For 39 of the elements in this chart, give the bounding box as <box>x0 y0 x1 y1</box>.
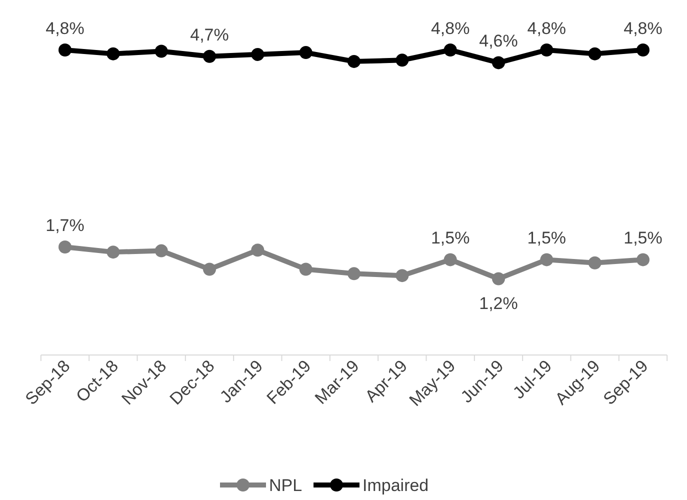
data-label: 1,7% <box>46 216 84 235</box>
point <box>588 256 602 270</box>
point <box>203 262 216 276</box>
point <box>492 56 505 70</box>
point <box>154 44 168 58</box>
point <box>444 44 457 56</box>
point <box>58 44 72 56</box>
data-label: 1,5% <box>430 228 470 248</box>
point <box>154 244 168 258</box>
point <box>251 244 264 257</box>
point <box>106 47 120 60</box>
data-label: 4,6% <box>479 32 518 51</box>
point <box>203 50 216 63</box>
point <box>540 253 554 266</box>
legend-label: NPL <box>269 476 302 495</box>
point <box>348 267 360 280</box>
point <box>106 246 120 259</box>
data-label: 4,8% <box>624 19 662 38</box>
data-label: 4,8% <box>46 19 84 38</box>
legend-label: Impaired <box>362 476 429 495</box>
point <box>299 46 312 60</box>
data-label: 1,2% <box>479 294 518 313</box>
data-label: 4,8% <box>430 19 470 38</box>
point <box>348 54 360 68</box>
point <box>58 240 72 254</box>
data-label: 1,5% <box>624 228 662 248</box>
point <box>396 269 409 282</box>
point <box>396 54 409 67</box>
point <box>251 48 264 61</box>
point <box>588 47 602 60</box>
point <box>444 253 457 266</box>
point <box>636 44 650 56</box>
point <box>299 262 312 276</box>
data-label: 1,5% <box>527 228 566 248</box>
data-label: 4,8% <box>527 19 566 38</box>
point <box>492 272 505 286</box>
point <box>636 253 650 266</box>
point <box>540 44 554 56</box>
data-label: 4,7% <box>190 25 229 44</box>
